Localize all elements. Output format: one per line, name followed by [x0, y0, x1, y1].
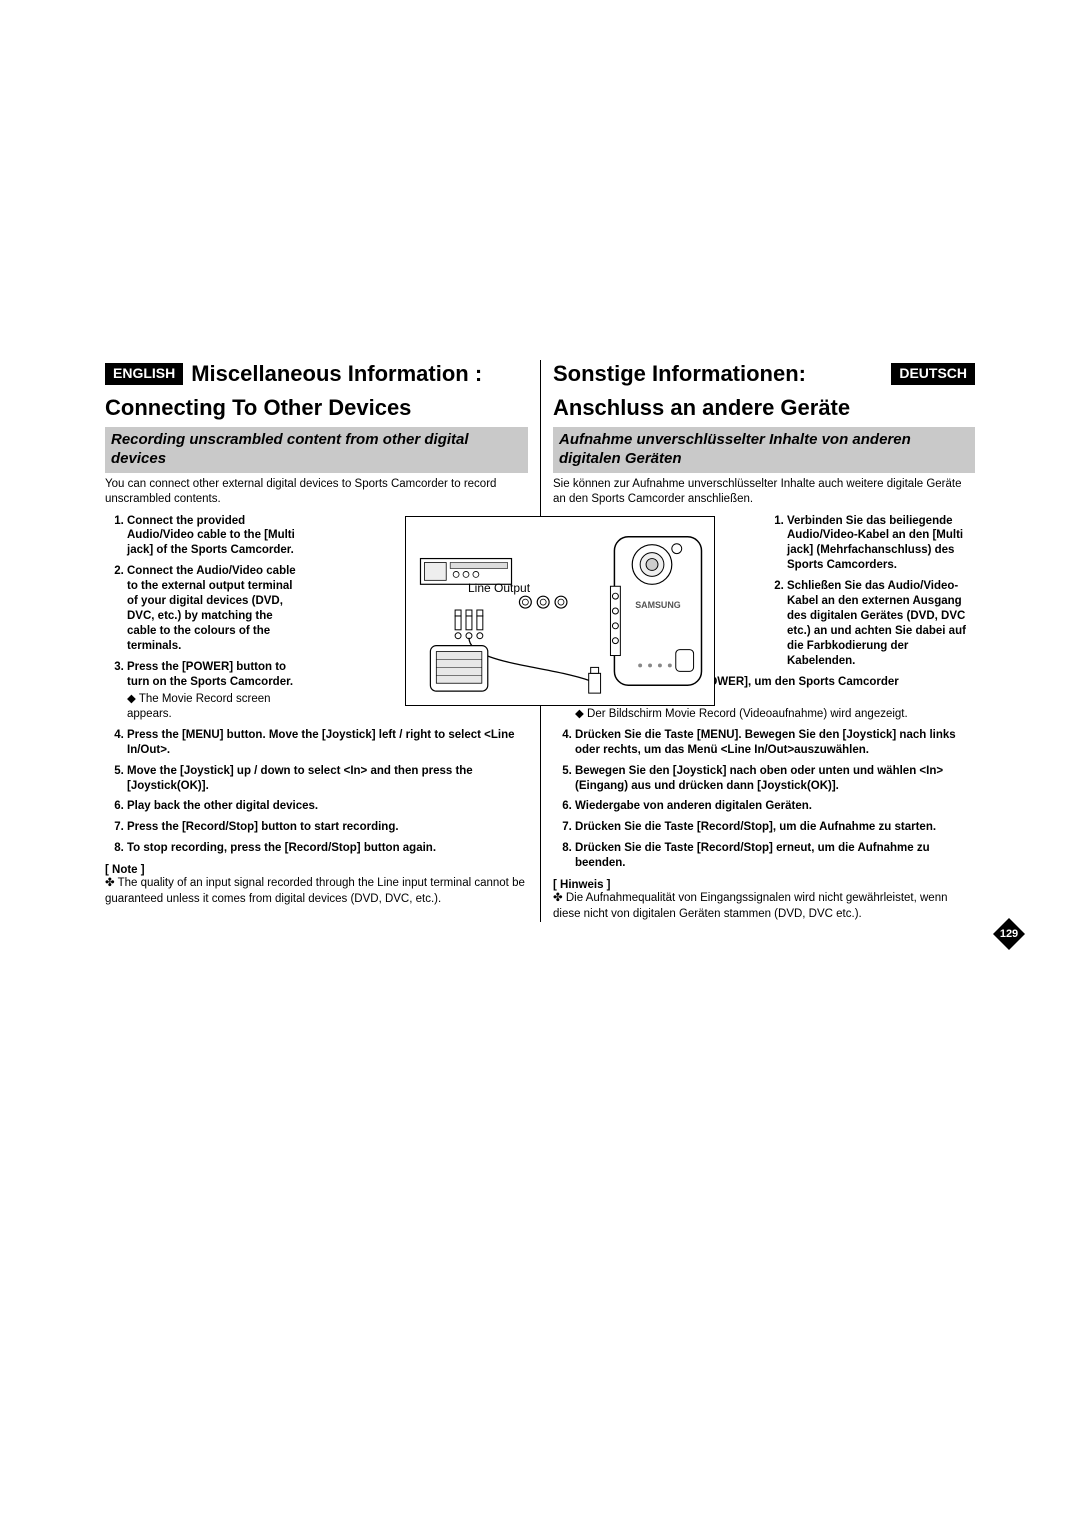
note-head-de: [ Hinweis ] — [553, 879, 975, 891]
step-en-3-sub: The Movie Record screen appears. — [127, 692, 305, 722]
step-de-4: Drücken Sie die Taste [MENU]. Bewegen Si… — [575, 728, 975, 758]
intro-de: Sie können zur Aufnahme unverschlüsselte… — [553, 477, 975, 508]
step-en-1: Connect the provided Audio/Video cable t… — [127, 514, 305, 559]
step-en-2: Connect the Audio/Video cable to the ext… — [127, 564, 305, 654]
note-body-en: The quality of an input signal recorded … — [105, 876, 528, 907]
note-body-de: Die Aufnahmequalität von Eingangssignale… — [553, 891, 975, 922]
lang-badge-deutsch: DEUTSCH — [891, 363, 975, 385]
page-number: 129 — [1000, 928, 1018, 940]
svg-text:SAMSUNG: SAMSUNG — [635, 600, 681, 610]
step-en-6: Play back the other digital devices. — [127, 799, 528, 814]
connection-diagram: SAMSUNG Line Output — [405, 516, 715, 706]
step-en-7: Press the [Record/Stop] button to start … — [127, 820, 528, 835]
step-de-6: Wiedergabe von anderen digitalen Geräten… — [575, 799, 975, 814]
subtitle-en: Recording unscrambled content from other… — [105, 427, 528, 473]
step-en-8: To stop recording, press the [Record/Sto… — [127, 841, 528, 856]
intro-en: You can connect other external digital d… — [105, 477, 528, 508]
line-output-label: Line Output — [468, 581, 530, 595]
lang-badge-english: ENGLISH — [105, 363, 183, 385]
step-de-1: Verbinden Sie das beiliegende Audio/Vide… — [787, 514, 975, 574]
title-line2-de: Anschluss an andere Geräte — [553, 394, 850, 422]
subtitle-de: Aufnahme unverschlüsselter Inhalte von a… — [553, 427, 975, 473]
title-line1-de: Sonstige Informationen: — [553, 360, 806, 388]
step-en-4: Press the [MENU] button. Move the [Joyst… — [127, 728, 528, 758]
step-de-8: Drücken Sie die Taste [Record/Stop] erne… — [575, 841, 975, 871]
title-line1-en: Miscellaneous Information : — [191, 360, 482, 388]
step-de-3-sub: Der Bildschirm Movie Record (Videoaufnah… — [575, 707, 975, 722]
step-de-7: Drücken Sie die Taste [Record/Stop], um … — [575, 820, 975, 835]
note-head-en: [ Note ] — [105, 864, 528, 876]
step-de-2: Schließen Sie das Audio/Video-Kabel an d… — [787, 579, 975, 669]
step-en-5: Move the [Joystick] up / down to select … — [127, 764, 528, 794]
page-number-badge: 129 — [991, 916, 1027, 952]
step-en-3: Press the [POWER] button to turn on the … — [127, 660, 305, 722]
step-de-5: Bewegen Sie den [Joystick] nach oben ode… — [575, 764, 975, 794]
title-line2-en: Connecting To Other Devices — [105, 394, 411, 422]
